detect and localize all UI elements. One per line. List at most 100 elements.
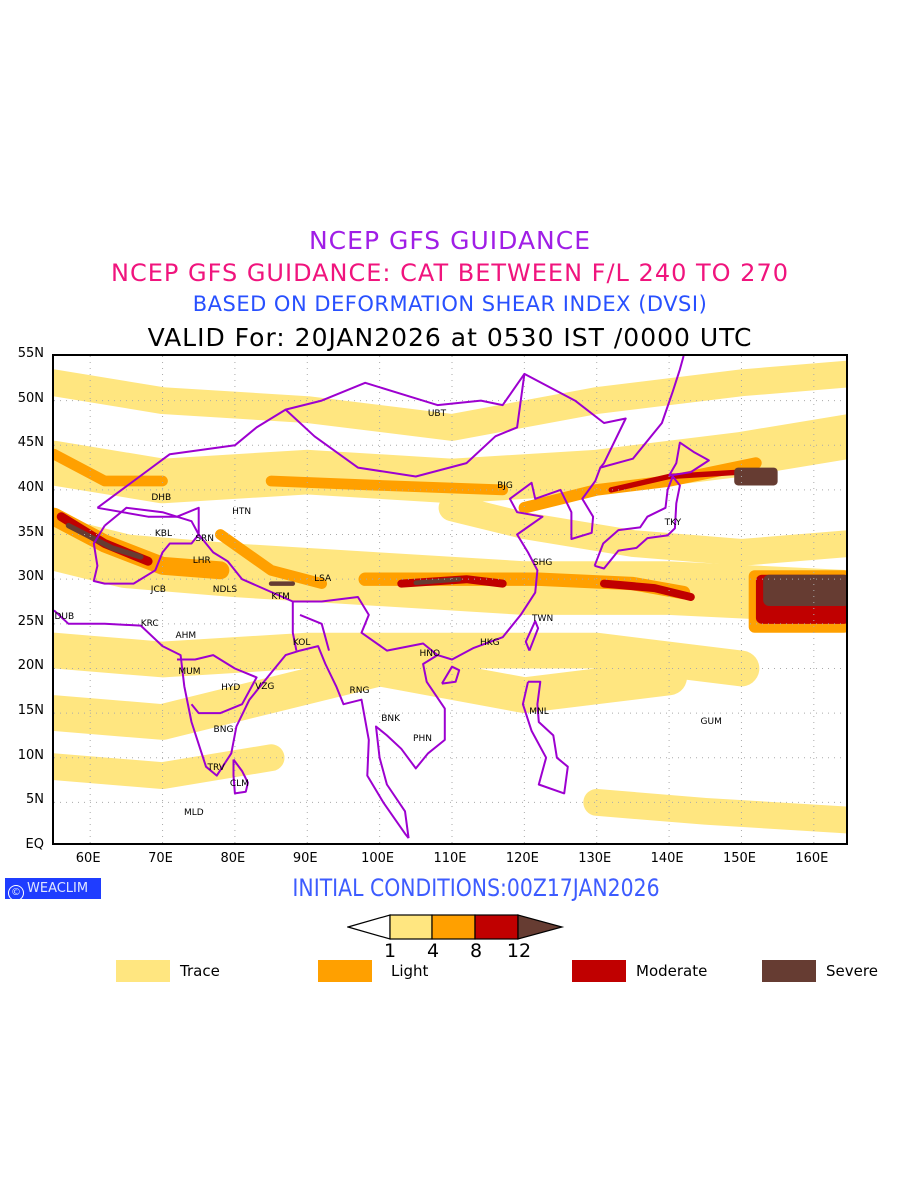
- lat-label: 5N: [26, 792, 44, 808]
- legend-swatch-light: [318, 960, 372, 982]
- turbulence-area-severe: [763, 574, 846, 606]
- coastline-border: [92, 506, 200, 585]
- lat-label: 50N: [17, 390, 44, 406]
- turbulence-map: [52, 354, 848, 845]
- coastline-border: [593, 475, 681, 570]
- legend-swatch-severe: [762, 960, 816, 982]
- coastline-border: [668, 441, 710, 477]
- city-label: MUM: [178, 666, 201, 677]
- turbulence-band-trace: [438, 494, 846, 566]
- lon-label: 70E: [148, 851, 173, 866]
- city-label: KTM: [271, 591, 290, 602]
- title-main: NCEP GFS GUIDANCE: [308, 226, 591, 255]
- turbulence-area-severe: [734, 467, 778, 486]
- city-label: SHG: [532, 557, 553, 568]
- coastline-border: [441, 665, 461, 685]
- copyright-icon: ©: [8, 885, 24, 901]
- logo-text: WEACLIM: [27, 881, 89, 896]
- city-label: NDLS: [212, 584, 238, 595]
- coastline-border: [54, 609, 410, 839]
- colorbar-severe: [517, 914, 565, 940]
- city-label: HYD: [221, 682, 241, 693]
- lat-label: 10N: [17, 747, 44, 763]
- lat-label: 30N: [17, 569, 44, 585]
- initial-conditions: INITIAL CONDITIONS:00Z17JAN2026: [292, 874, 660, 902]
- city-label: HTN: [232, 507, 252, 517]
- coastline-border: [96, 372, 627, 509]
- lat-label: 40N: [17, 479, 44, 495]
- title-cat-level: NCEP GFS GUIDANCE: CAT BETWEEN F/L 240 T…: [111, 259, 789, 287]
- city-label: KBL: [154, 529, 172, 540]
- coastline-border: [524, 620, 540, 651]
- city-label: BNG: [213, 724, 234, 735]
- turbulence-band-trace: [583, 788, 846, 834]
- city-label: DUB: [54, 612, 75, 623]
- city-label: JCB: [150, 584, 166, 595]
- city-label: MLD: [183, 807, 204, 818]
- coastline-border: [521, 680, 569, 795]
- city-label: HKG: [479, 638, 500, 649]
- turbulence-band-light: [215, 529, 328, 589]
- coastline-border: [299, 613, 330, 651]
- city-label: AHM: [175, 631, 197, 642]
- colorbar-tick: 1: [383, 940, 397, 962]
- city-label: DHB: [151, 492, 172, 503]
- coastline-border: [177, 654, 258, 715]
- colorbar-light: [431, 914, 476, 940]
- city-label: UBT: [427, 408, 447, 419]
- coastline-border: [291, 601, 298, 651]
- lon-label: 60E: [75, 851, 101, 866]
- city-label: TRV: [207, 763, 225, 774]
- map-canvas: [54, 356, 846, 843]
- lon-label: 150E: [722, 851, 756, 866]
- legend-label-severe: Severe: [826, 962, 878, 980]
- city-label: TWN: [532, 614, 554, 625]
- city-label: LSA: [314, 573, 332, 584]
- coastline-border: [284, 373, 526, 478]
- weaclim-logo: © WEACLIM: [5, 878, 101, 901]
- legend-label-trace: Trace: [180, 962, 220, 980]
- colorbar-tick: 12: [506, 940, 532, 962]
- city-label: VZG: [255, 681, 275, 692]
- city-label: BNK: [381, 714, 401, 725]
- city-label: SRN: [195, 533, 215, 544]
- title-index: BASED ON DEFORMATION SHEAR INDEX (DVSI): [192, 292, 708, 316]
- turbulence-band-trace: [54, 744, 285, 790]
- title-valid-time: VALID For: 20JAN2026 at 0530 IST /0000 U…: [147, 323, 753, 352]
- colorbar-trace: [389, 914, 433, 940]
- city-label: CLM: [229, 779, 249, 790]
- legend-swatch-moderate: [572, 960, 626, 982]
- city-label: HNO: [419, 648, 441, 659]
- colorbar-moderate: [474, 914, 519, 940]
- turbulence-band-severe: [65, 522, 144, 560]
- turbulence-band-light: [54, 448, 168, 487]
- city-label: PHN: [413, 733, 432, 744]
- lon-label: 120E: [505, 851, 539, 866]
- lat-label: 15N: [17, 703, 44, 719]
- coastline-border: [232, 758, 249, 795]
- city-label: GUM: [700, 716, 722, 727]
- lon-label: 80E: [220, 851, 246, 866]
- city-label: RNG: [349, 686, 370, 697]
- lat-label: 35N: [17, 524, 44, 540]
- lat-label: 20N: [17, 658, 44, 674]
- lat-label: 25N: [17, 613, 44, 629]
- lat-label: EQ: [25, 837, 44, 852]
- colorbar-tick: 4: [426, 940, 440, 962]
- colorbar: [347, 914, 565, 940]
- lat-label: 55N: [17, 346, 44, 361]
- city-label: MNL: [529, 706, 549, 717]
- turbulence-band-trace: [54, 650, 687, 740]
- coastline-border: [97, 506, 439, 656]
- lon-label: 130E: [578, 851, 612, 866]
- legend-swatch-trace: [116, 960, 170, 982]
- turbulence-band-severe: [413, 576, 462, 586]
- lat-label: 45N: [17, 435, 44, 451]
- colorbar-below: [347, 914, 391, 940]
- city-label: KRC: [140, 619, 159, 630]
- legend-label-moderate: Moderate: [636, 962, 708, 980]
- lon-label: 100E: [361, 851, 395, 866]
- turbulence-band-moderate: [600, 579, 695, 601]
- lon-label: 110E: [433, 851, 467, 866]
